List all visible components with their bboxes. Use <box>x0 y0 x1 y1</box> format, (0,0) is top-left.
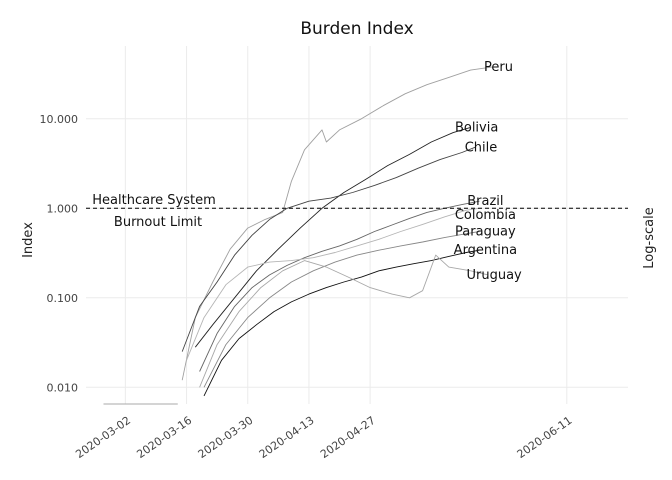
x-tick-label: 2020-03-16 <box>134 414 194 461</box>
x-tick-label: 2020-04-13 <box>257 414 317 461</box>
x-tick-label: 2020-03-02 <box>73 414 133 461</box>
y-tick-label: 0.010 <box>47 381 79 394</box>
series-label-uruguay: Uruguay <box>467 268 523 283</box>
reference-label-line2: Burnout Limit <box>114 215 202 230</box>
x-tick-label: 2020-03-30 <box>196 414 256 461</box>
series-line-colombia <box>186 207 480 361</box>
series-label-colombia: Colombia <box>455 208 516 223</box>
y-tick-label: 1.000 <box>47 202 79 215</box>
series-line-paraguay <box>203 231 480 388</box>
series-lines <box>103 66 493 405</box>
series-label-bolivia: Bolivia <box>455 120 498 135</box>
series-line-bolivia <box>194 126 471 348</box>
series-label-chile: Chile <box>465 140 498 155</box>
y-axis-ticks: 0.010 0.100 1.000 10.000 <box>40 113 79 394</box>
series-line-chile <box>181 146 476 352</box>
y-tick-label: 0.100 <box>47 292 79 305</box>
reference-label-line1: Healthcare System <box>92 193 215 208</box>
grid-lines <box>86 46 628 404</box>
x-tick-label: 2020-04-27 <box>318 414 378 461</box>
chart-title: Burden Index <box>300 19 413 39</box>
y-axis-label: Index <box>21 222 36 258</box>
series-label-paraguay: Paraguay <box>455 224 516 239</box>
x-tick-label: 2020-06-11 <box>515 414 575 461</box>
series-label-brazil: Brazil <box>467 194 503 209</box>
series-line-peru <box>181 66 493 381</box>
series-line-uruguay <box>199 254 489 388</box>
series-label-argentina: Argentina <box>454 243 517 258</box>
secondary-y-axis-label: Log-scale <box>642 207 657 268</box>
series-label-peru: Peru <box>484 60 513 75</box>
x-axis-ticks: 2020-03-02 2020-03-16 2020-03-30 2020-04-13… <box>73 414 574 461</box>
series-line-argentina <box>203 249 480 397</box>
series-line-brazil <box>199 200 480 372</box>
y-tick-label: 10.000 <box>40 113 79 126</box>
